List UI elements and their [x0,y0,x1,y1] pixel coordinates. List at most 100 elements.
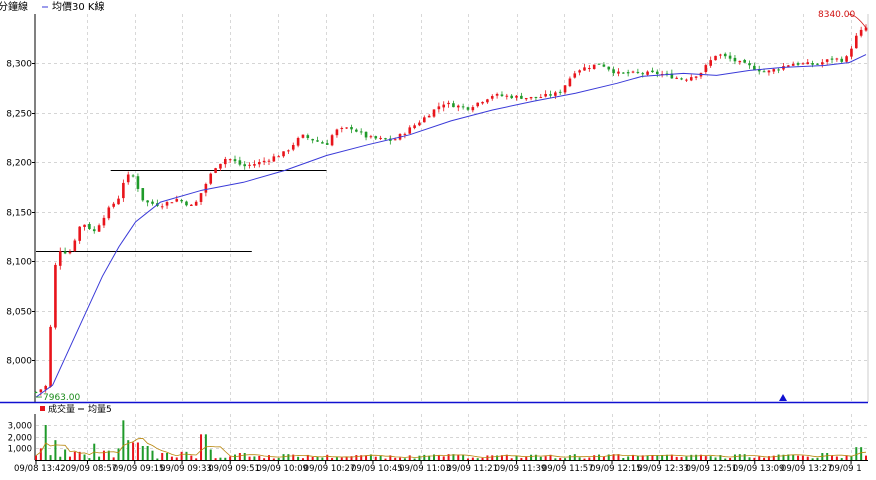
candle-body [709,60,712,66]
volume-bar [826,453,829,460]
volume-bar [476,458,479,460]
candle-body [816,63,819,65]
volume-bar [219,457,222,460]
volume-bar [699,454,702,460]
support-resistance-lines [36,170,327,252]
volume-bar [447,454,450,460]
volume-bar [136,442,139,460]
candle-body [117,198,120,205]
volume-bar [122,420,125,460]
volume-bar [797,455,800,460]
candle-body [408,127,412,134]
candle-body [592,64,596,69]
candle-body [549,94,552,96]
candle-body [481,101,484,104]
candle-body [821,62,824,65]
candle-body [777,69,780,71]
price-panel: 8,000 8,050 8,100 8,150 8,200 8,250 8,300 8340… [6,10,869,403]
volume-bar [64,449,67,460]
candle-body [791,63,795,66]
candle-body [651,70,654,73]
max-price-leader [847,13,867,29]
candle-body [568,78,572,87]
volume-bar [656,455,659,460]
x-tick-label: 09/09 11:21 [446,464,498,474]
volume-bar [593,455,596,460]
legend-volume: 成交量 [48,403,75,415]
volume-bar [724,458,727,460]
volume-bar [98,456,101,460]
candle-body [840,58,844,62]
volume-bar [636,455,639,460]
x-tick-label: 09/09 13:27 [781,464,833,474]
candle-body [714,55,717,61]
volume-bar [403,458,406,460]
candle-body [563,85,567,93]
candle-body [622,72,625,74]
candle-body [743,59,746,63]
volume-bar [544,456,547,460]
candle-body [583,67,586,71]
candle-body [233,159,237,162]
candle-body [490,96,494,99]
candle-body [762,71,766,73]
x-tick-label: 09/09 12:51 [685,464,737,474]
candle-body [379,137,382,139]
candle-body [704,65,708,73]
candlesticks [34,24,868,396]
candle-body [418,122,421,126]
volume-bar [59,456,62,460]
candle-body [534,96,538,98]
candle-body [214,168,217,173]
candle-body [787,65,790,67]
candle-body [180,199,183,202]
candle-body [515,95,518,98]
candle-body [767,70,771,73]
volume-bar [709,456,712,460]
candle-body [675,77,679,79]
candle-body [248,164,251,166]
triangle-marker-icon [779,394,787,401]
x-tick-label: 09/09 12:33 [637,464,689,474]
candle-body [243,164,247,167]
candle-body [287,150,290,152]
volume-bar [238,453,241,460]
candle-body [78,226,81,241]
candle-body [655,71,659,75]
candle-body [262,160,266,163]
volume-bar [195,458,198,460]
candle-body [190,204,193,207]
volume-bar [510,458,513,460]
volume-y-tick-label: 3,000 [8,422,32,432]
candle-body [733,57,737,62]
volume-y-tick-label: 2,000 [8,434,32,444]
candle-body [219,163,222,169]
candle-body [830,58,834,60]
candle-body [471,107,475,111]
candle-body [112,203,115,207]
candle-body [88,223,91,230]
volume-bar [442,456,445,460]
candle-body [223,159,227,165]
volume-bar [384,458,387,460]
candle-body [165,202,169,206]
candle-body [845,56,848,62]
volume-bar [690,454,693,460]
candle-body [369,136,373,138]
candle-body [748,63,751,66]
candle-body [413,125,416,129]
volume-bar [855,447,858,460]
candle-body [806,62,810,65]
candle-body [636,71,640,73]
candle-body [335,129,339,136]
volume-bar [200,434,203,460]
volume-bar [389,455,392,460]
candle-body [864,27,868,31]
candle-body [466,107,470,110]
volume-bar [374,456,377,460]
avg-volume-line [35,437,867,458]
volume-bar [88,458,91,460]
volume-bar [695,454,698,460]
volume-bar [520,457,523,460]
